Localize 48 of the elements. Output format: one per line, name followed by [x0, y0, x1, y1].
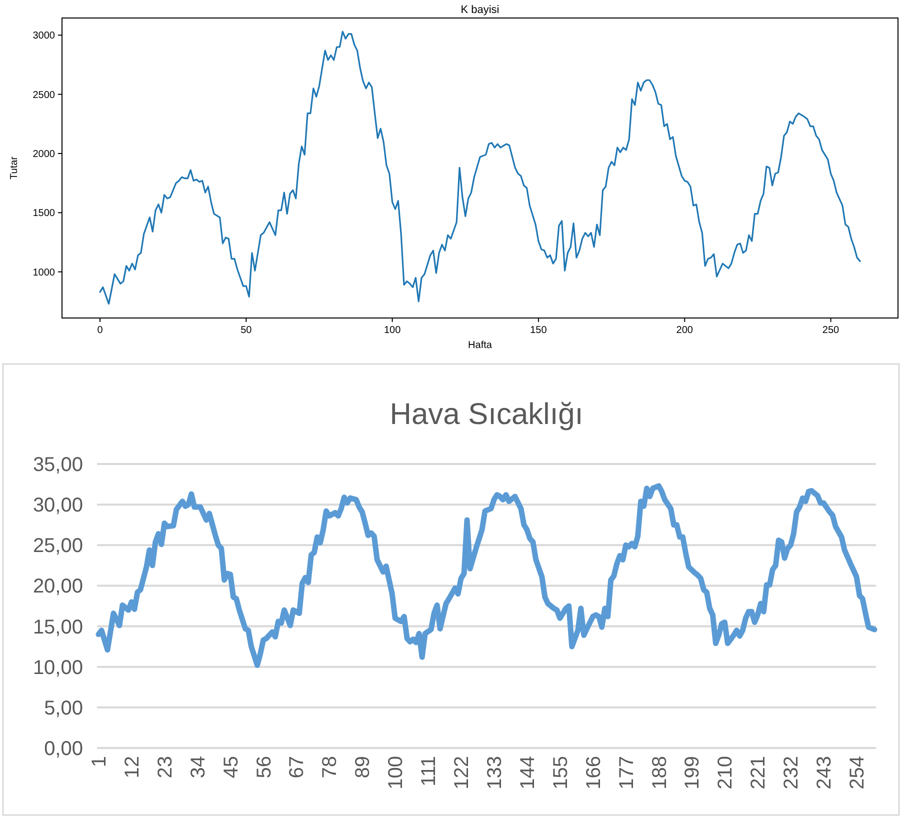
x-tick-label: 111	[418, 756, 440, 786]
x-tick-label: 23	[154, 756, 176, 778]
x-tick-label: 177	[616, 756, 638, 790]
y-tick-label: 30,00	[32, 494, 83, 517]
x-tick-label: 243	[814, 756, 836, 790]
x-tick-label: 199	[682, 756, 704, 790]
y-tick-label: 15,00	[32, 616, 83, 638]
x-tick-label: 221	[748, 756, 770, 790]
y-tick-label: 3000	[32, 30, 56, 42]
x-tick-label: 210	[714, 756, 737, 790]
y-tick-label: 20,00	[32, 576, 83, 598]
x-tick-label: 12	[121, 756, 144, 778]
x-tick-label: 133	[484, 756, 506, 790]
y-tick-label: 1000	[32, 267, 56, 278]
x-tick-label: 122	[451, 756, 474, 790]
y-tick-label: 2500	[32, 90, 56, 101]
x-tick-label: 34	[187, 756, 210, 778]
x-tick-label: 100	[385, 756, 408, 790]
x-axis-title: Hafta	[468, 340, 492, 351]
y-tick-label: 10,00	[32, 656, 83, 679]
x-tick-label: 0	[97, 325, 104, 336]
line-series	[99, 30, 861, 305]
x-tick-label: 50	[240, 325, 252, 336]
x-tick-label: 144	[516, 756, 539, 790]
x-tick-label: 56	[253, 756, 276, 778]
x-tick-label: 45	[220, 756, 242, 778]
y-tick-label: 25,00	[32, 535, 83, 558]
y-tick-label: 0,00	[44, 738, 83, 760]
y-tick-label: 35,00	[32, 454, 83, 476]
y-tick-label: 2000	[32, 149, 56, 160]
x-tick-label: 250	[822, 325, 840, 336]
x-tick-label: 1	[88, 756, 110, 768]
chart-title: K bayisi	[460, 4, 500, 16]
x-tick-label: 188	[648, 756, 671, 790]
x-tick-label: 78	[319, 756, 342, 778]
x-tick-label: 150	[530, 325, 548, 336]
x-tick-label: 254	[846, 756, 869, 790]
x-tick-label: 166	[582, 756, 605, 790]
y-tick-label: 5,00	[44, 697, 83, 720]
y-tick-label: 1500	[32, 208, 56, 220]
x-tick-label: 67	[286, 756, 308, 778]
chart-title: Hava Sıcaklığı	[390, 398, 584, 431]
x-tick-label: 89	[352, 756, 374, 778]
x-tick-label: 100	[384, 325, 402, 336]
y-axis-title: Tutar	[9, 156, 20, 180]
x-tick-label: 232	[780, 756, 803, 790]
x-tick-label: 155	[550, 756, 572, 790]
x-tick-label: 200	[676, 325, 694, 336]
